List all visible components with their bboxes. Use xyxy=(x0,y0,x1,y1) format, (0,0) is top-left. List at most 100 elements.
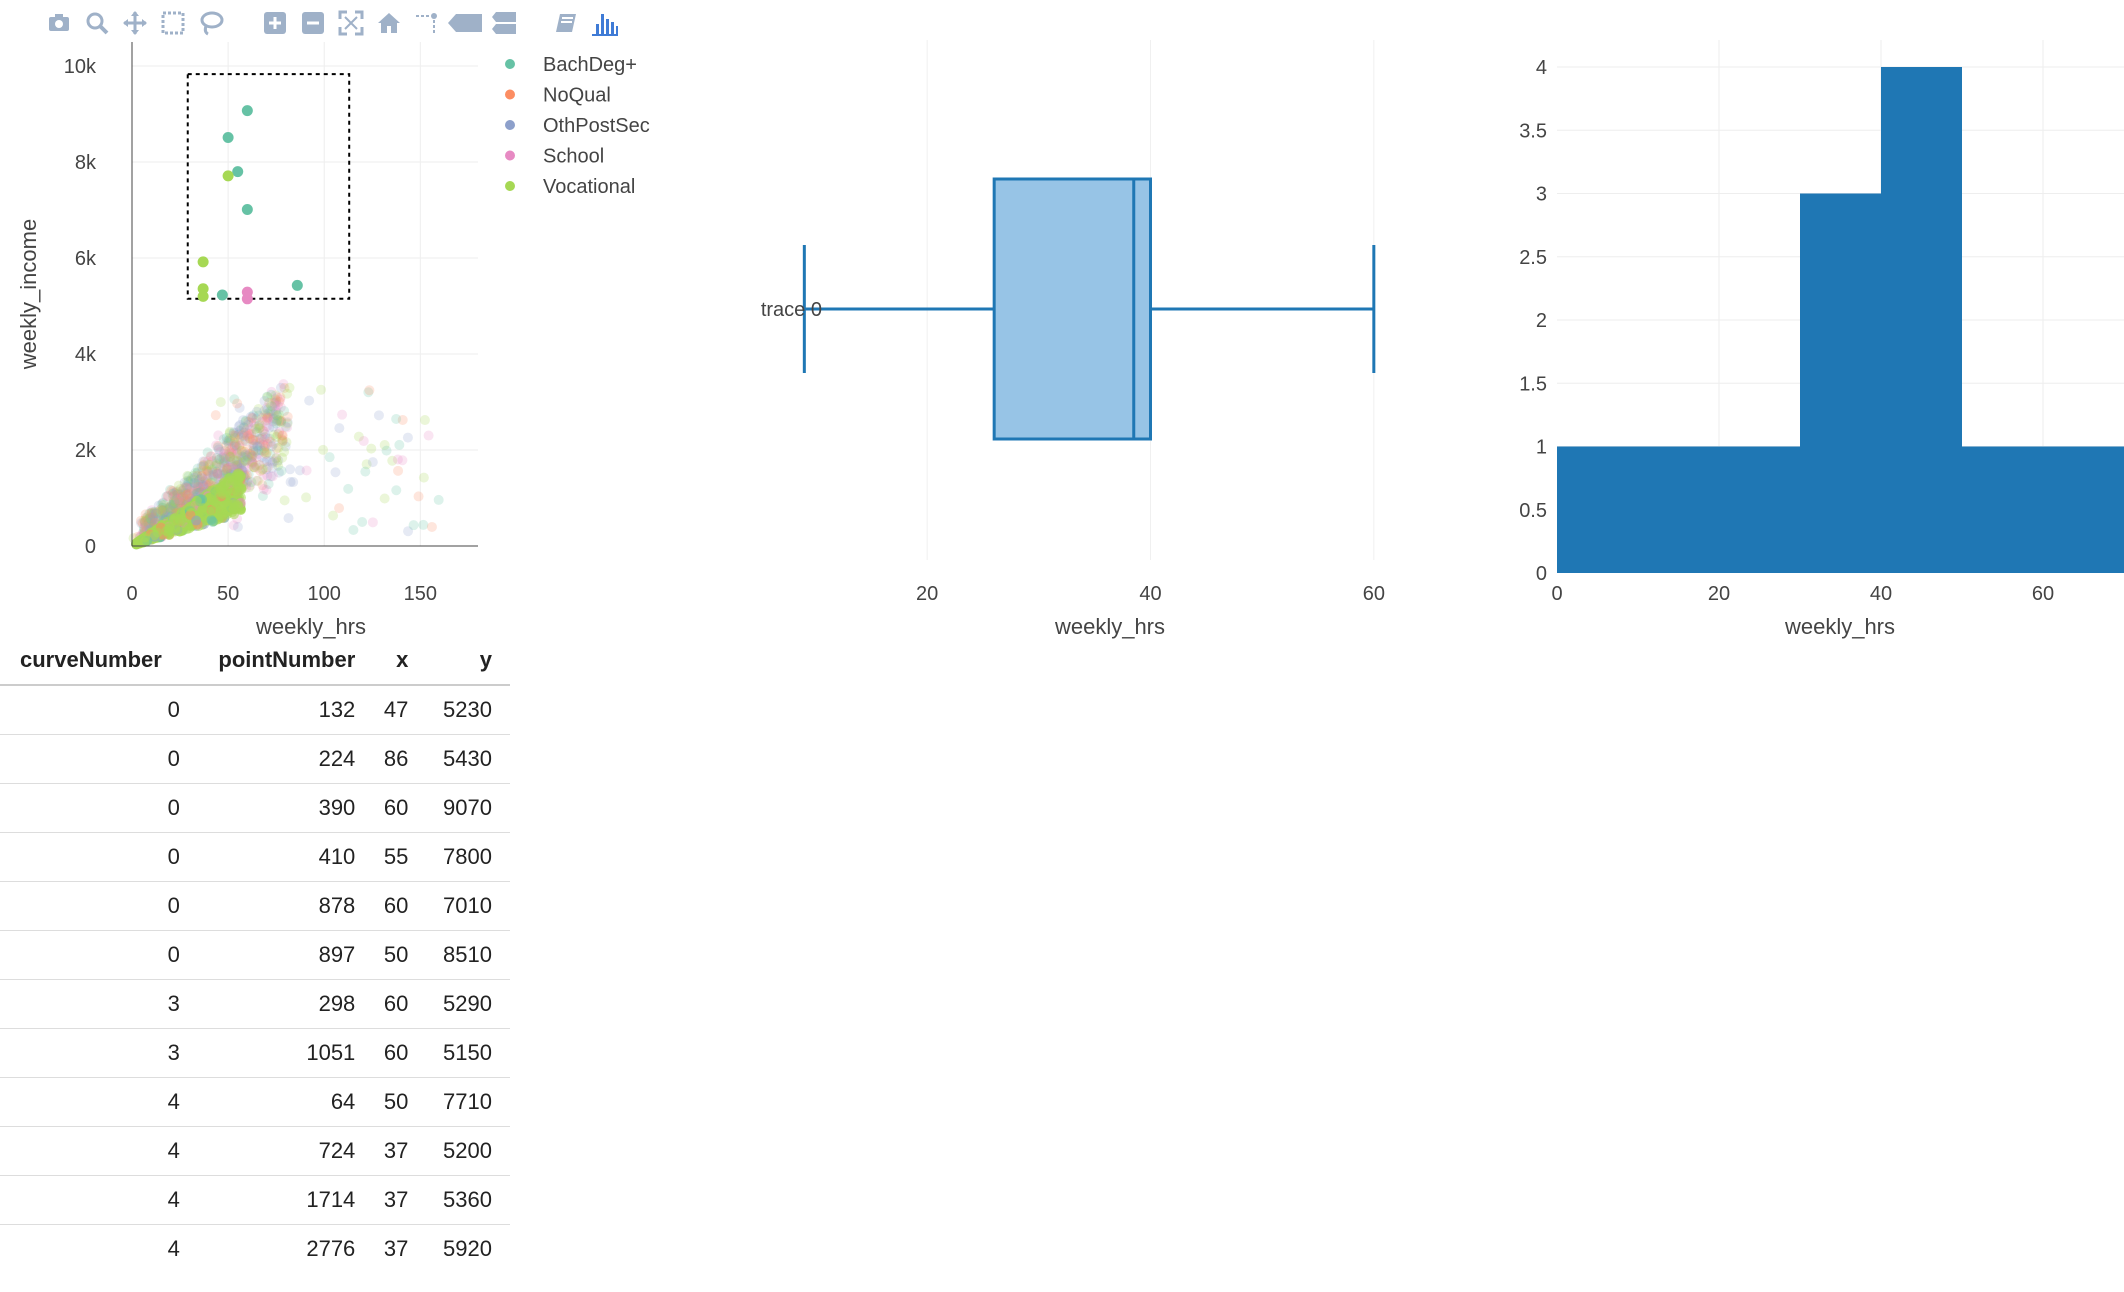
background-point xyxy=(203,465,214,476)
selected-point[interactable] xyxy=(222,170,234,182)
selected-point[interactable] xyxy=(197,256,209,268)
background-point xyxy=(330,467,341,478)
histogram-bar[interactable] xyxy=(1962,446,2124,574)
background-point xyxy=(240,436,251,447)
table-row[interactable]: 4 724 37 5200 xyxy=(0,1126,510,1176)
background-point xyxy=(230,437,241,448)
background-point xyxy=(189,472,200,483)
background-point xyxy=(197,476,208,487)
selected-point[interactable] xyxy=(241,293,253,305)
selected-point[interactable] xyxy=(222,132,234,144)
selected-point[interactable] xyxy=(232,166,244,178)
background-point xyxy=(192,463,203,474)
zoom-button[interactable] xyxy=(78,6,116,40)
plotly-logo-button[interactable] xyxy=(586,6,624,40)
background-point xyxy=(143,519,154,530)
background-point xyxy=(212,468,223,479)
table-row[interactable]: 3 298 60 5290 xyxy=(0,979,510,1029)
scatter-x-tick-label: 100 xyxy=(308,583,341,605)
background-point xyxy=(316,384,327,395)
table-row[interactable]: 0 878 60 7010 xyxy=(0,881,510,931)
scatter-x-axis-label: weekly_hrs xyxy=(255,614,366,639)
table-row[interactable]: 4 64 50 7710 xyxy=(0,1077,510,1127)
scatter-legend[interactable]: BachDeg+ NoQual OthPostSec School Vocational xyxy=(505,54,650,198)
pan-button[interactable] xyxy=(116,6,154,40)
table-row[interactable]: 3 1051 60 5150 xyxy=(0,1028,510,1078)
background-point xyxy=(214,454,225,465)
background-point xyxy=(239,422,250,433)
scatter-plot[interactable]: 0 50 100 150 0 2k 4k 6k 8k 10k weekly_hrs weekly… xyxy=(16,42,650,639)
background-point xyxy=(236,445,247,456)
hover-closest-button[interactable] xyxy=(446,6,484,40)
background-point xyxy=(150,508,161,519)
table-cell-x: 60 xyxy=(373,1028,427,1078)
table-row[interactable]: 4 2776 37 5920 xyxy=(0,1224,510,1273)
table-cell-point-number: 410 xyxy=(179,832,374,882)
background-point xyxy=(228,437,239,448)
background-point xyxy=(220,456,231,467)
selected-points-table-container: curveNumber pointNumber x y 0 132 47 5230 0 2… xyxy=(0,636,510,1273)
table-header-curve-number[interactable]: curveNumber xyxy=(0,636,180,686)
table-row[interactable]: 0 410 55 7800 xyxy=(0,832,510,882)
legend-item[interactable]: Vocational xyxy=(505,176,635,198)
table-row[interactable]: 0 132 47 5230 xyxy=(0,684,510,735)
legend-item[interactable]: BachDeg+ xyxy=(505,54,637,76)
histogram-bar[interactable] xyxy=(1557,446,1800,574)
reset-axes-button[interactable] xyxy=(370,6,408,40)
selected-point[interactable] xyxy=(197,283,209,295)
background-point xyxy=(391,413,402,424)
histogram-bar[interactable] xyxy=(1881,67,1962,573)
table-header-point-number[interactable]: pointNumber xyxy=(179,636,374,686)
box-select-button[interactable] xyxy=(154,6,192,40)
table-header-y[interactable]: y xyxy=(426,636,510,686)
background-point xyxy=(184,523,195,534)
table-row[interactable]: 0 897 50 8510 xyxy=(0,930,510,980)
table-cell-curve-number: 4 xyxy=(0,1077,180,1127)
background-point xyxy=(157,505,168,516)
legend-item[interactable]: NoQual xyxy=(505,85,611,107)
box-iqr[interactable] xyxy=(992,177,1153,441)
background-point xyxy=(203,466,214,477)
background-point xyxy=(180,482,191,493)
edit-chart-button[interactable] xyxy=(548,6,586,40)
histogram-plot[interactable]: 0 20 40 60 0 0.5 1 1.5 2 2.5 3 3.5 4 weekly_hrs xyxy=(1519,40,2124,639)
selected-point[interactable] xyxy=(291,279,303,291)
autoscale-button[interactable] xyxy=(332,6,370,40)
table-row[interactable]: 0 224 86 5430 xyxy=(0,734,510,784)
table-cell-x: 86 xyxy=(373,734,427,784)
selected-point[interactable] xyxy=(241,105,253,117)
background-point xyxy=(248,445,259,456)
background-point xyxy=(243,469,254,480)
lasso-button[interactable] xyxy=(192,6,230,40)
background-point xyxy=(265,436,276,447)
selection-box[interactable] xyxy=(186,73,351,300)
hover-compare-button[interactable] xyxy=(484,6,522,40)
background-point xyxy=(192,468,203,479)
selected-point[interactable] xyxy=(216,289,228,301)
background-point xyxy=(367,517,378,528)
spike-lines-button[interactable] xyxy=(408,6,446,40)
background-point xyxy=(174,490,185,501)
background-point xyxy=(391,485,402,496)
table-row[interactable]: 4 1714 37 5360 xyxy=(0,1175,510,1225)
background-point xyxy=(140,515,151,526)
background-point xyxy=(175,492,186,503)
table-header-x[interactable]: x xyxy=(373,636,427,686)
selected-point[interactable] xyxy=(241,204,253,216)
background-point xyxy=(277,435,288,446)
background-point xyxy=(185,488,196,499)
legend-item[interactable]: School xyxy=(505,146,604,168)
background-point xyxy=(202,447,213,458)
background-point xyxy=(279,495,290,506)
table-row[interactable]: 0 390 60 9070 xyxy=(0,783,510,833)
selected-point[interactable] xyxy=(197,290,209,302)
box-plot[interactable]: 20 40 60 trace 0 weekly_hrs xyxy=(761,40,1385,639)
background-point xyxy=(240,425,251,436)
box-x-tick-label: 40 xyxy=(1139,583,1161,605)
zoom-in-button[interactable] xyxy=(256,6,294,40)
legend-item[interactable]: OthPostSec xyxy=(505,115,650,137)
camera-button[interactable] xyxy=(40,6,78,40)
zoom-out-button[interactable] xyxy=(294,6,332,40)
histogram-bar[interactable] xyxy=(1800,193,1881,574)
background-point xyxy=(267,406,278,417)
